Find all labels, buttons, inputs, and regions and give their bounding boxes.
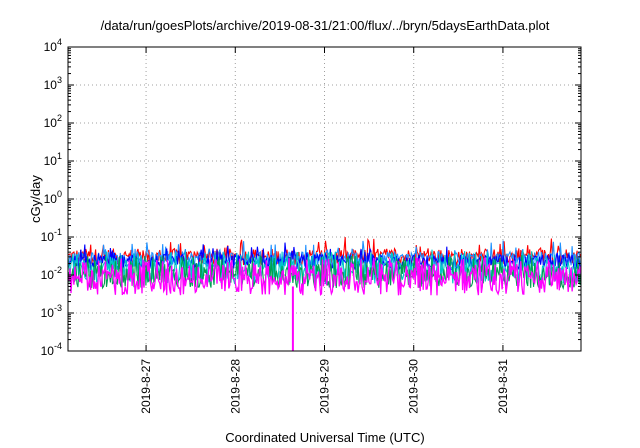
- x-axis-label: Coordinated Universal Time (UTC): [225, 430, 424, 445]
- x-tick-label: 2019-8-31: [496, 359, 510, 414]
- y-axis-label: cGy/day: [28, 175, 43, 223]
- y-tick-label: 103: [44, 75, 62, 92]
- y-tick-label: 10-3: [41, 303, 62, 320]
- y-axis: 10-4 10-3 10-2 10-1 100 101 102 103 104: [41, 37, 581, 358]
- y-tick-label: 10-2: [41, 265, 62, 282]
- y-tick-label: 101: [44, 151, 62, 168]
- y-tick-label: 104: [44, 37, 62, 54]
- grid-lines: [68, 47, 581, 351]
- series-line: [68, 257, 581, 296]
- y-tick-label: 10-4: [41, 341, 62, 358]
- chart-title: /data/run/goesPlots/archive/2019-08-31/2…: [101, 18, 550, 33]
- y-tick-label: 102: [44, 113, 62, 130]
- x-tick-label: 2019-8-28: [228, 359, 242, 414]
- x-axis: 2019-8-27 2019-8-28 2019-8-29 2019-8-30 2019…: [139, 47, 510, 414]
- x-tick-label: 2019-8-27: [139, 359, 153, 414]
- x-tick-label: 2019-8-30: [407, 359, 421, 414]
- y-tick-label: 100: [44, 189, 62, 206]
- x-tick-label: 2019-8-29: [318, 359, 332, 414]
- y-tick-label: 10-1: [41, 227, 62, 244]
- plot-area: [68, 237, 581, 351]
